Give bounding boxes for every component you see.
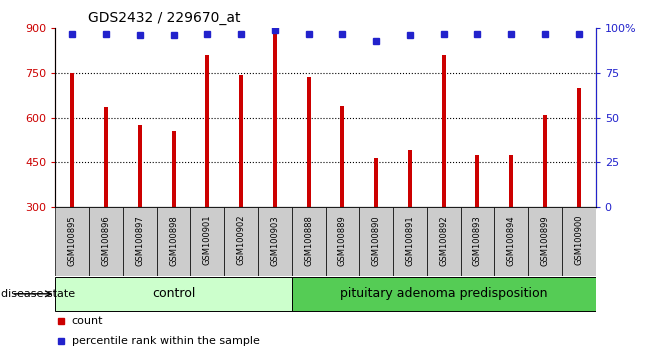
Text: GSM100891: GSM100891	[406, 215, 415, 266]
Bar	[157, 207, 191, 276]
Bar	[509, 155, 513, 207]
Bar	[205, 55, 210, 207]
Text: GSM100889: GSM100889	[338, 215, 347, 266]
Bar	[562, 207, 596, 276]
Text: GSM100893: GSM100893	[473, 215, 482, 266]
Bar	[543, 115, 547, 207]
Bar	[577, 88, 581, 207]
Bar	[224, 207, 258, 276]
Text: GSM100890: GSM100890	[372, 215, 381, 266]
Bar	[408, 150, 412, 207]
Text: GSM100903: GSM100903	[270, 215, 279, 266]
Bar	[70, 73, 74, 207]
Bar	[374, 158, 378, 207]
Bar	[258, 207, 292, 276]
Text: GSM100888: GSM100888	[304, 215, 313, 266]
Bar	[340, 106, 344, 207]
Text: control: control	[152, 287, 195, 300]
Bar	[441, 55, 446, 207]
Text: GSM100894: GSM100894	[506, 215, 516, 266]
Bar	[359, 207, 393, 276]
Bar	[475, 155, 480, 207]
Text: GSM100892: GSM100892	[439, 215, 448, 266]
Text: disease state: disease state	[1, 289, 76, 299]
Bar	[461, 207, 494, 276]
Text: count: count	[72, 316, 103, 326]
Text: GSM100896: GSM100896	[102, 215, 111, 266]
Bar	[123, 207, 157, 276]
Bar	[393, 207, 427, 276]
Text: percentile rank within the sample: percentile rank within the sample	[72, 336, 259, 346]
Bar	[239, 74, 243, 207]
Bar	[89, 207, 123, 276]
Text: GSM100902: GSM100902	[236, 215, 245, 266]
Bar	[427, 207, 461, 276]
Bar	[104, 107, 108, 207]
Bar	[528, 207, 562, 276]
Text: GSM100895: GSM100895	[68, 215, 77, 266]
Bar	[138, 125, 142, 207]
Bar	[191, 207, 224, 276]
Bar	[171, 131, 176, 207]
Bar	[273, 31, 277, 207]
Bar	[307, 78, 311, 207]
Bar	[292, 207, 326, 276]
Text: GDS2432 / 229670_at: GDS2432 / 229670_at	[88, 11, 240, 25]
Text: GSM100901: GSM100901	[203, 215, 212, 266]
Text: GSM100899: GSM100899	[540, 215, 549, 266]
Bar	[326, 207, 359, 276]
Text: GSM100900: GSM100900	[574, 215, 583, 266]
Bar	[55, 207, 89, 276]
Text: pituitary adenoma predisposition: pituitary adenoma predisposition	[340, 287, 547, 300]
Bar	[494, 207, 528, 276]
Bar	[292, 277, 596, 311]
Bar	[55, 277, 292, 311]
Text: GSM100898: GSM100898	[169, 215, 178, 266]
Text: GSM100897: GSM100897	[135, 215, 145, 266]
